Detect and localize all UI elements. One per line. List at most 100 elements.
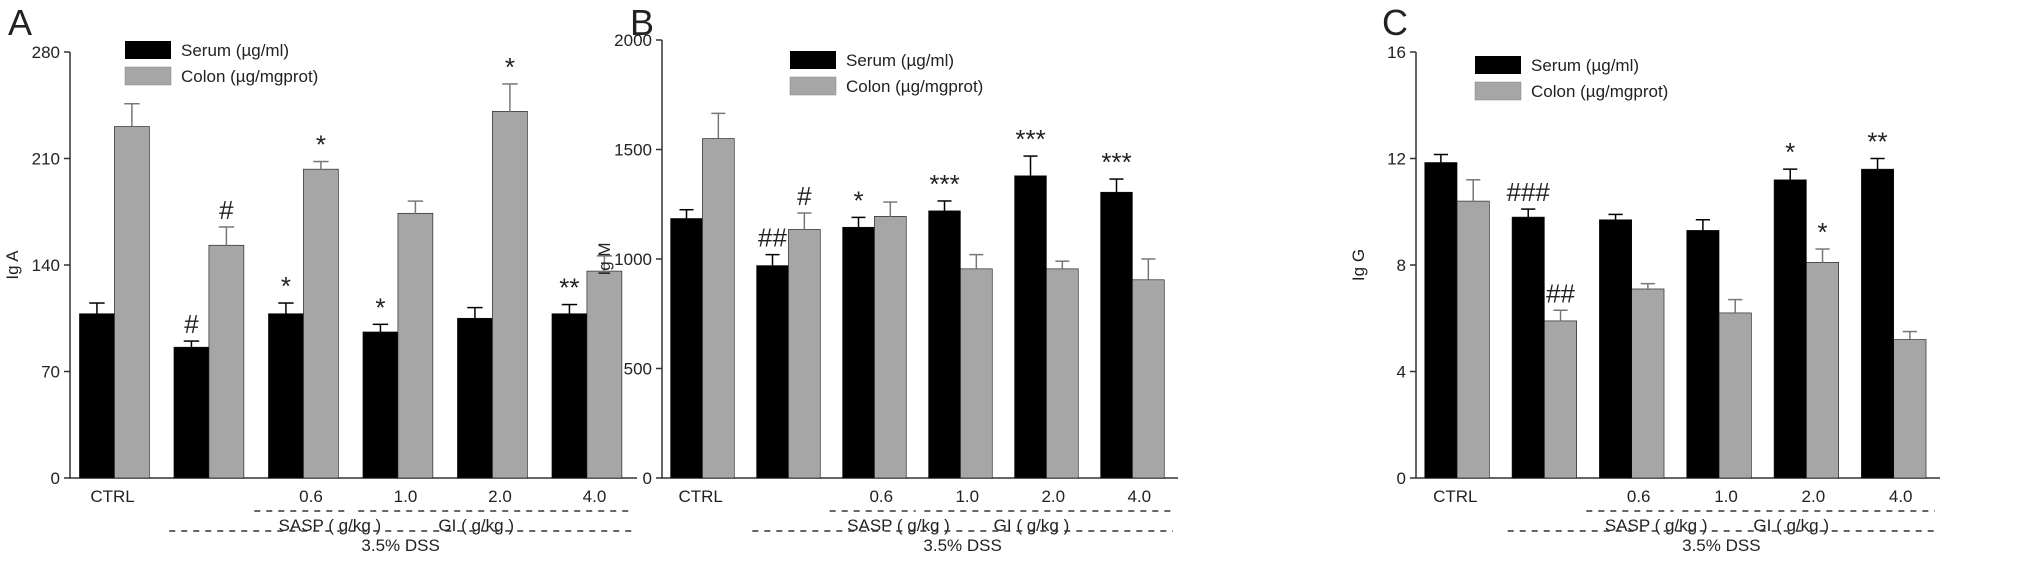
significance-label: *** [1015,124,1045,154]
y-tick-label: 500 [624,360,652,379]
bar-serum [268,313,304,479]
bar-serum [1014,175,1047,479]
bar-colon [397,212,434,479]
significance-label: # [219,195,234,225]
legend-swatch-colon [1474,81,1522,101]
y-axis-label: Ig G [1349,249,1368,281]
sasp-label: SASP ( g/kg ) [847,516,950,535]
bar-serum [1511,216,1545,479]
x-tick-label: CTRL [90,487,134,506]
significance-label: # [184,309,199,339]
bar-colon [114,126,150,479]
bar-colon [1718,312,1752,479]
sasp-label: SASP ( g/kg ) [279,516,382,535]
significance-label: *** [929,169,959,199]
significance-label: # [797,181,812,211]
bar-serum [1599,219,1633,479]
x-tick-label: 2.0 [488,487,512,506]
bar-colon [788,229,821,479]
y-tick-label: 0 [643,469,652,488]
significance-label: * [316,130,326,160]
significance-label: ** [1867,127,1887,157]
y-tick-label: 280 [32,43,60,62]
legend-label-colon: Colon (µg/mgprot) [846,77,983,96]
y-tick-label: 70 [41,363,60,382]
bar-colon [702,138,735,479]
y-tick-label: 210 [32,150,60,169]
x-tick-label: 4.0 [1889,487,1913,506]
bar-serum [928,210,961,479]
panel-letter: C [1382,2,1408,43]
bar-serum [79,313,115,479]
bar-serum [1861,168,1895,479]
legend-swatch-colon [789,76,837,96]
bar-colon [1456,200,1490,479]
legend-label-colon: Colon (µg/mgprot) [1531,82,1668,101]
bar-serum [1424,162,1458,479]
significance-label: * [1785,137,1795,167]
x-tick-label: CTRL [1433,487,1477,506]
legend-swatch-colon [124,66,172,86]
bar-serum [842,226,875,479]
bar-serum [1686,230,1720,479]
significance-label: ## [1546,278,1575,308]
significance-label: ### [1507,177,1551,207]
bar-colon [1631,288,1665,479]
significance-label: * [375,292,385,322]
significance-label: ## [758,223,787,253]
x-tick-label: 0.6 [1627,487,1651,506]
legend-label-serum: Serum (µg/ml) [181,41,289,60]
y-tick-label: 0 [51,469,60,488]
x-tick-label: 0.6 [299,487,323,506]
y-axis-label: Ig A [3,250,22,280]
dss-label: 3.5% DSS [361,536,439,555]
y-tick-label: 1500 [614,141,652,160]
y-tick-label: 4 [1397,363,1406,382]
y-tick-label: 8 [1397,256,1406,275]
bar-colon [874,215,907,479]
x-tick-label: 2.0 [1041,487,1065,506]
legend-swatch-serum [125,41,171,59]
bar-colon [303,168,339,479]
panel-letter: A [8,2,32,43]
x-tick-label: 0.6 [869,487,893,506]
y-tick-label: 1000 [614,250,652,269]
significance-label: ** [559,273,579,303]
bar-colon [960,268,993,479]
significance-label: * [853,185,863,215]
x-tick-label: CTRL [678,487,722,506]
bar-colon [1046,268,1079,479]
significance-label: *** [1101,147,1131,177]
legend-label-serum: Serum (µg/ml) [1531,56,1639,75]
bar-colon [1893,339,1927,479]
bar-serum [551,313,588,479]
gi-label: GI ( g/kg ) [438,516,514,535]
x-tick-label: 1.0 [394,487,418,506]
significance-label: * [1817,217,1827,247]
legend-label-serum: Serum (µg/ml) [846,51,954,70]
bar-serum [1100,191,1133,479]
gi-label: GI ( g/kg ) [994,516,1070,535]
bar-serum [756,265,789,479]
y-tick-label: 2000 [614,31,652,50]
legend-swatch-serum [790,51,836,69]
sasp-label: SASP ( g/kg ) [1605,516,1708,535]
legend-label-colon: Colon (µg/mgprot) [181,67,318,86]
bar-colon [1132,279,1165,479]
dss-label: 3.5% DSS [1682,536,1760,555]
bar-serum [457,317,493,479]
y-tick-label: 140 [32,256,60,275]
gi-label: GI ( g/kg ) [1753,516,1829,535]
x-tick-label: 1.0 [955,487,979,506]
bar-colon [586,270,623,479]
x-tick-label: 1.0 [1714,487,1738,506]
y-tick-label: 12 [1387,150,1406,169]
bar-serum [670,218,703,479]
x-tick-label: 4.0 [583,487,607,506]
bar-colon [492,111,528,479]
